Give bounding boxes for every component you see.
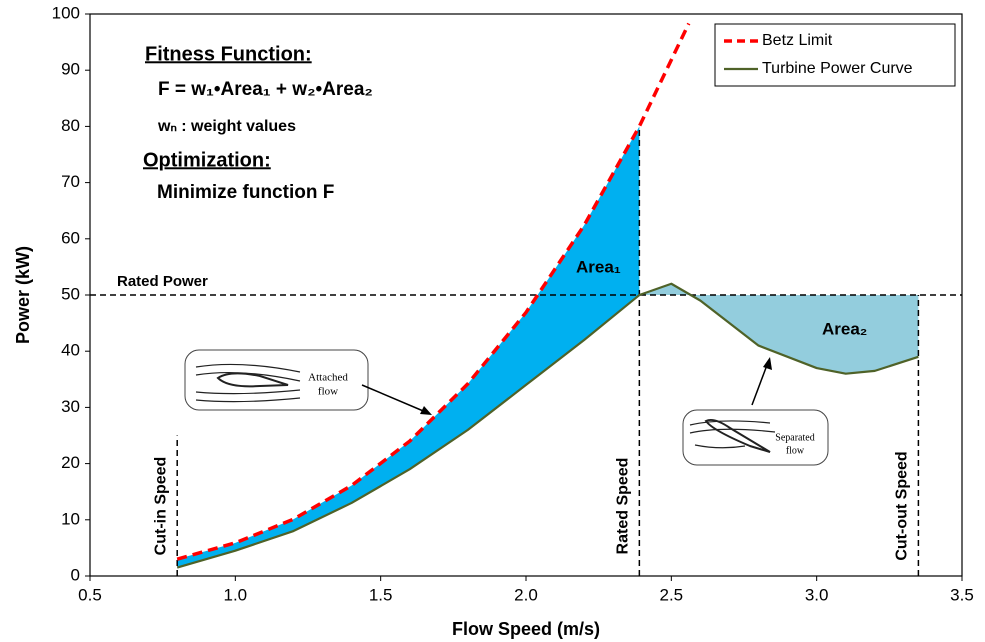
area-label: Area₂ [822,319,867,338]
legend-label: Betz Limit [762,32,833,49]
x-tick-label: 3.0 [805,585,829,604]
y-tick-label: 10 [61,509,80,528]
optimization-text: Minimize function F [157,182,334,203]
legend-label: Turbine Power Curve [762,60,913,77]
reference-label: Cut-in Speed [152,457,169,556]
legend-box [714,23,956,87]
y-tick-label: 90 [61,60,80,79]
y-tick-label: 40 [61,341,80,360]
y-tick-label: 30 [61,397,80,416]
x-tick-label: 3.5 [950,585,974,604]
series-line [176,22,691,561]
reference-label: Rated Power [117,273,208,290]
fitness-formula: F = w₁•Area₁ + w₂•Area₂ [158,79,373,100]
y-tick-label: 70 [61,172,80,191]
arrow [361,384,429,414]
x-tick-label: 1.5 [369,585,393,604]
inset-text: flow [318,386,338,398]
inset-text: Separated [775,432,814,443]
reference-label: Cut-out Speed [894,451,911,560]
fitness-title: Fitness Function: [145,43,312,65]
airfoil-sketch [195,363,301,403]
y-tick-label: 60 [61,228,80,247]
series-line [176,282,919,569]
x-tick-label: 1.0 [224,585,248,604]
arrow-head [420,406,432,415]
area-1-fill [177,126,640,568]
x-tick-label: 0.5 [78,585,102,604]
area-label: Area₁ [576,257,621,276]
airfoil-sketch [689,418,776,453]
weights-note: wₙ : weight values [157,118,296,135]
inset-text: Attached [308,372,348,384]
arrow [751,364,768,406]
inset-box [682,409,829,466]
y-tick-label: 20 [61,453,80,472]
x-tick-label: 2.5 [660,585,684,604]
y-axis-title: Power (kW) [13,246,33,344]
area-2-fill [639,283,919,374]
reference-label: Rated Speed [615,458,632,555]
y-tick-label: 50 [61,284,80,303]
optimization-title: Optimization: [143,149,271,171]
inset-text: flow [786,445,805,456]
plot-frame [89,13,963,577]
y-tick-label: 80 [61,116,80,135]
x-tick-label: 2.0 [514,585,538,604]
y-tick-label: 100 [52,3,80,22]
y-tick-label: 0 [71,565,80,584]
arrow-head [763,357,772,370]
legend: Betz Limit Turbine Power Curve [714,23,956,87]
plot-layer: 0 10 20 30 40 50 60 70 80 90 100 0.5 1.0 1.5 2.0 2.5 3.0… [52,3,974,604]
x-axis-title: Flow Speed (m/s) [452,619,600,639]
